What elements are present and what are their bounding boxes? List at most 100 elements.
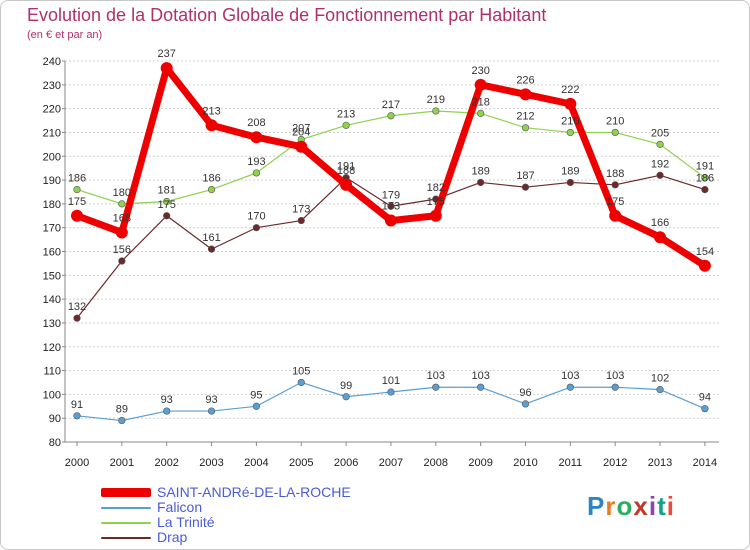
data-label-la-trinit-: 193 [247,156,265,168]
data-label-drap: 179 [382,189,400,201]
data-point-falicon [163,407,171,415]
data-point-drap [477,178,485,187]
data-point-la-trinit- [207,185,216,194]
data-point-la-trinit- [611,128,619,137]
data-label-drap: 191 [337,161,355,173]
data-label-falicon: 89 [116,404,128,416]
y-tick-label: 80 [49,437,61,449]
data-label-la-trinit-: 186 [68,173,86,185]
data-point-saint-andr-de-la-roche [340,178,353,191]
line-chart: 8090100110120130140150160170180190200210… [43,48,719,469]
data-point-falicon [432,383,440,391]
data-label-falicon: 105 [292,365,310,377]
data-label-falicon: 95 [250,389,262,401]
data-point-saint-andr-de-la-roche [519,88,532,101]
data-point-falicon [297,378,305,387]
data-label-saint-andr-de-la-roche: 213 [202,105,220,117]
data-label-la-trinit-: 210 [561,115,579,127]
x-tick-label: 2000 [65,457,89,469]
data-point-saint-andr-de-la-roche [295,140,308,153]
data-point-la-trinit- [477,109,485,117]
data-point-drap [387,202,395,210]
data-point-drap [611,181,619,189]
data-label-saint-andr-de-la-roche: 226 [516,74,534,86]
x-tick-label: 2007 [379,457,403,469]
data-label-saint-andr-de-la-roche: 154 [696,246,714,258]
data-point-saint-andr-de-la-roche [115,226,128,239]
data-label-saint-andr-de-la-roche: 204 [292,127,310,139]
y-tick-label: 230 [43,80,61,92]
x-tick-label: 2012 [603,457,627,469]
x-tick-label: 2004 [244,457,268,469]
data-label-falicon: 99 [340,380,352,392]
data-point-falicon [73,412,81,420]
data-point-drap [521,183,530,191]
legend-label: SAINT-ANDRé-DE-LA-ROCHE [157,484,351,500]
y-tick-label: 190 [43,175,61,187]
data-label-drap: 192 [651,158,669,170]
data-point-la-trinit- [163,197,171,206]
data-point-saint-andr-de-la-roche [698,259,711,272]
data-label-falicon: 96 [519,387,531,399]
data-point-saint-andr-de-la-roche [384,214,397,227]
data-point-falicon [252,402,260,410]
y-tick-label: 220 [43,104,61,116]
data-label-falicon: 103 [427,370,445,382]
data-point-saint-andr-de-la-roche [609,209,622,222]
x-tick-label: 2013 [648,457,672,469]
data-label-drap: 173 [292,204,310,216]
data-label-la-trinit-: 186 [202,173,220,185]
y-tick-label: 140 [43,294,61,306]
x-tick-label: 2002 [154,457,178,469]
data-point-saint-andr-de-la-roche [564,97,577,110]
y-tick-label: 120 [43,342,61,354]
data-label-saint-andr-de-la-roche: 230 [471,65,489,77]
y-tick-label: 110 [43,366,61,378]
data-point-falicon [207,407,216,415]
legend-swatch [101,537,151,539]
data-point-la-trinit- [118,200,126,208]
x-tick-label: 2003 [199,457,223,469]
legend-label: La Trinité [157,514,215,530]
x-tick-label: 2010 [513,457,537,469]
y-tick-label: 200 [43,151,61,163]
data-label-saint-andr-de-la-roche: 168 [113,212,131,224]
data-point-falicon [566,383,574,391]
data-point-drap [73,314,81,322]
data-point-la-trinit- [387,112,395,120]
data-point-falicon [387,388,395,396]
data-point-drap [118,257,126,265]
data-point-drap [252,224,260,232]
data-label-la-trinit-: 207 [292,123,310,135]
data-label-drap: 161 [202,232,220,244]
data-label-saint-andr-de-la-roche: 175 [68,196,86,208]
data-point-saint-andr-de-la-roche [205,119,218,132]
legend-swatch [101,488,151,497]
data-point-falicon [118,416,126,425]
x-tick-label: 2005 [289,457,313,469]
y-tick-label: 90 [49,413,61,425]
data-point-la-trinit- [701,174,709,182]
data-label-saint-andr-de-la-roche: 222 [561,84,579,96]
series-lines [71,62,711,425]
data-point-saint-andr-de-la-roche [71,209,83,222]
data-label-la-trinit-: 210 [606,115,624,127]
data-label-la-trinit-: 191 [696,161,714,173]
data-point-falicon [656,386,664,394]
data-point-drap [163,212,171,220]
chart-subtitle: (en € et par an) [27,29,103,41]
data-point-la-trinit- [566,128,574,137]
data-point-falicon [701,405,709,413]
data-point-falicon [342,393,350,401]
data-label-la-trinit-: 180 [113,187,131,199]
data-point-drap [297,216,305,225]
data-label-falicon: 93 [161,394,173,406]
data-label-falicon: 103 [606,370,624,382]
y-tick-label: 160 [43,247,61,259]
legend-swatch [101,507,151,509]
data-point-drap [656,171,664,179]
data-point-drap [566,178,574,187]
data-point-saint-andr-de-la-roche [474,78,487,91]
data-label-la-trinit-: 217 [382,99,400,111]
